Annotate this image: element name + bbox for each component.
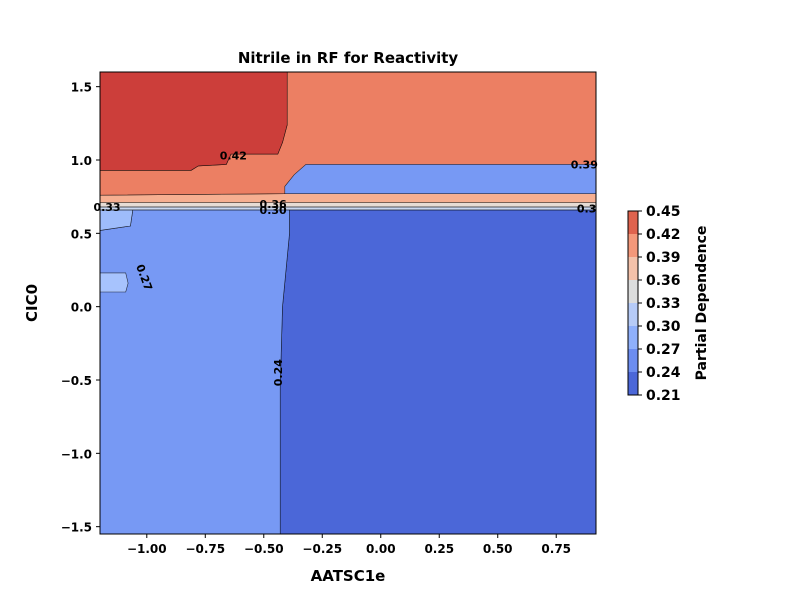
colorbar-tick-label: 0.42	[646, 227, 681, 243]
colorbar-tick-label: 0.27	[646, 342, 681, 358]
contour-region-band-36	[100, 193, 596, 203]
y-tick-label: −0.5	[61, 374, 92, 388]
colorbar-swatch	[628, 234, 638, 257]
x-tick-label: 0.00	[366, 542, 396, 556]
x-tick-label: −1.00	[127, 542, 167, 556]
plot-frame	[99, 71, 597, 535]
contour-label-2: 0.33	[93, 201, 120, 214]
contour-label-4: 0.30	[260, 204, 287, 217]
contour-region-low-left	[100, 209, 290, 534]
colorbar-swatch	[628, 303, 638, 326]
x-axis: −1.00 −0.75 −0.50 −0.25 0.00 0.25 0.50 0.75	[127, 534, 571, 556]
contour-region-low-right	[279, 209, 596, 534]
contour-label-1: 0.39	[571, 158, 598, 171]
y-tick-label: 0.0	[71, 301, 92, 315]
x-tick-label: −0.75	[185, 542, 225, 556]
contour-region-thin-30	[100, 206, 596, 211]
x-tick-label: 0.75	[541, 542, 571, 556]
y-tick-label: 0.5	[71, 227, 92, 241]
y-axis: −1.5 −1.0 −0.5 0.0 0.5 1.0 1.5	[61, 81, 100, 535]
contour-region-left-pocket	[100, 272, 129, 293]
y-axis-title: CIC0	[23, 284, 41, 322]
y-tick-label: −1.0	[61, 447, 92, 461]
chart-title: Nitrile in RF for Reactivity	[238, 49, 459, 67]
colorbar-tick-label: 0.39	[646, 250, 681, 266]
colorbar-tick-label: 0.36	[646, 273, 681, 289]
contour-label-3: 0.36	[260, 198, 287, 211]
contour-region-top-left	[100, 72, 288, 171]
colorbar-tick-label: 0.45	[646, 204, 681, 220]
contour-region-thin-33	[100, 202, 596, 208]
y-tick-label: 1.0	[71, 154, 92, 168]
colorbar-swatch	[628, 257, 638, 280]
x-axis-title: AATSC1e	[311, 567, 386, 585]
x-tick-label: 0.25	[424, 542, 454, 556]
x-tick-label: 0.50	[483, 542, 513, 556]
colorbar-tick-label: 0.33	[646, 296, 681, 312]
colorbar-swatch	[628, 372, 638, 395]
contour-regions	[100, 72, 596, 534]
colorbar-tick-label: 0.21	[646, 388, 681, 404]
x-tick-label: −0.25	[302, 542, 342, 556]
colorbar-tick-label: 0.30	[646, 319, 681, 335]
y-tick-label: 1.5	[71, 81, 92, 95]
colorbar-title: Partial Dependence	[694, 226, 710, 381]
colorbar-swatch	[628, 211, 638, 234]
colorbar: 0.21 0.24 0.27 0.30 0.33 0.36 0.39 0.42 0.45	[627, 204, 681, 404]
colorbar-swatch	[628, 349, 638, 372]
contour-label-7: 0.24	[272, 359, 285, 386]
contour-label-0: 0.42	[220, 150, 247, 163]
contour-label-5: 0.3	[577, 202, 597, 215]
colorbar-swatch	[628, 326, 638, 349]
plot-area: 0.420.390.33 0.360.30 0.30.270.24	[93, 71, 598, 535]
y-tick-label: −1.5	[61, 521, 92, 535]
x-tick-label: −0.50	[244, 542, 284, 556]
colorbar-swatch	[628, 280, 638, 303]
colorbar-tick-label: 0.24	[646, 365, 681, 381]
